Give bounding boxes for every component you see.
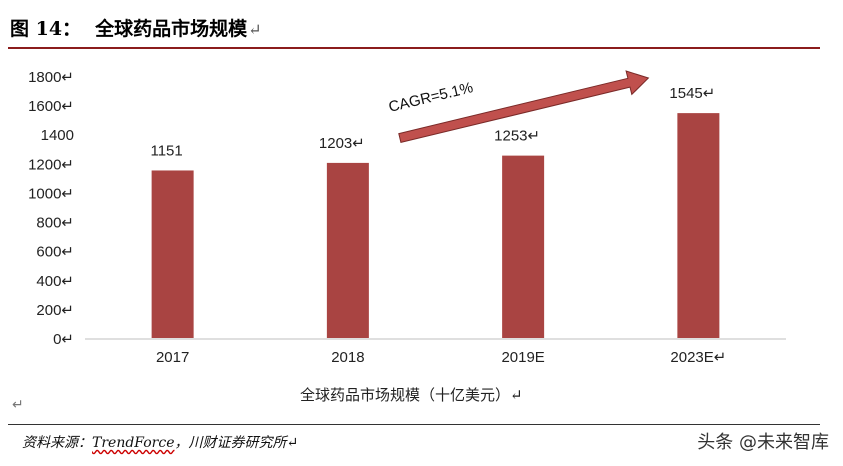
- bar-2023E: [677, 113, 720, 338]
- y-tick-label: 1200↵: [28, 156, 74, 173]
- bar-chart: 0↵ 200↵ 400↵ 600↵ 800↵ 1000↵ 1200↵ 1400 1600↵ 180…: [28, 69, 786, 366]
- y-tick-label: 1800↵: [28, 69, 74, 86]
- x-tick-label: 2019E: [501, 349, 544, 366]
- bar-2017: [151, 170, 194, 338]
- y-tick-label: 800↵: [36, 215, 74, 232]
- y-tick-label: 1400: [41, 127, 74, 144]
- x-axis-ticks: 2017 2018 2019E 2023E↵: [156, 349, 726, 366]
- x-tick-label: 2018: [331, 349, 364, 366]
- source-note: 资料来源：TrendForce，川财证券研究所↵: [22, 432, 298, 452]
- y-tick-label: 1000↵: [28, 185, 74, 202]
- cagr-label: CAGR=5.1%: [387, 79, 475, 116]
- y-axis-ticks: 0↵ 200↵ 400↵ 600↵ 800↵ 1000↵ 1200↵ 1400 1600↵ 180…: [28, 69, 74, 348]
- figure-title: 图 14： 全球药品市场规模↵: [10, 14, 261, 41]
- source-suffix: ，川财证券研究所↵: [174, 435, 299, 451]
- footer-divider: [8, 424, 820, 425]
- cagr-arrow: [398, 70, 650, 144]
- value-label: 1203↵: [319, 135, 365, 152]
- source-prefix: 资料来源：: [22, 435, 92, 451]
- y-tick-label: 400↵: [36, 273, 74, 290]
- x-axis-title: 全球药品市场规模（十亿美元）↵: [300, 386, 523, 404]
- y-tick-label: 1600↵: [28, 98, 74, 115]
- value-label: 1545↵: [669, 85, 715, 102]
- y-tick-label: 0↵: [53, 331, 74, 348]
- figure-name: 全球药品市场规模: [95, 18, 248, 40]
- bar-2018: [326, 162, 369, 338]
- source-brand: TrendForce: [92, 435, 175, 451]
- paragraph-mark-left: ↵: [12, 396, 24, 412]
- paragraph-mark: ↵: [248, 20, 262, 39]
- bars: [151, 113, 720, 338]
- y-tick-label: 200↵: [36, 302, 74, 319]
- y-tick-label: 600↵: [36, 244, 74, 261]
- watermark: 头条 @未来智库: [697, 432, 829, 453]
- bar-2019E: [502, 155, 545, 338]
- x-tick-label: 2017: [156, 349, 189, 366]
- figure-label: 图 14：: [10, 18, 82, 40]
- x-tick-label: 2023E↵: [670, 349, 726, 366]
- title-divider: [8, 47, 820, 49]
- value-label: 1253↵: [494, 128, 540, 145]
- value-label: 1151: [150, 142, 182, 159]
- value-labels: 1151 1203↵ 1253↵ 1545↵: [150, 85, 715, 159]
